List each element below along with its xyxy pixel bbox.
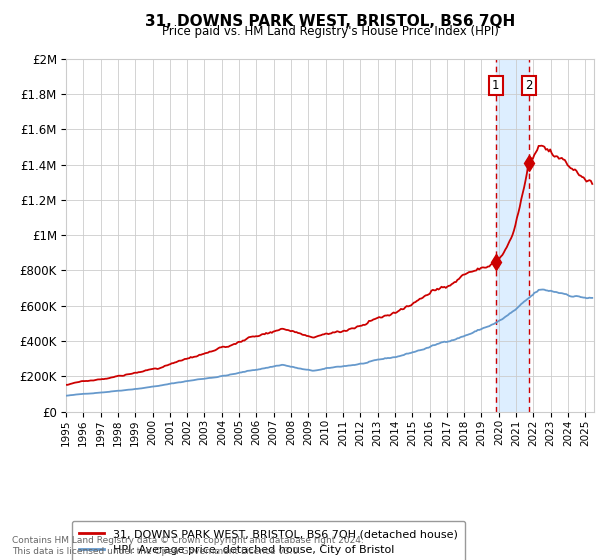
Bar [496,59,529,412]
Text: 31, DOWNS PARK WEST, BRISTOL, BS6 7QH: 31, DOWNS PARK WEST, BRISTOL, BS6 7QH [145,14,515,29]
Text: Contains HM Land Registry data © Crown copyright and database right 2024.
This d: Contains HM Land Registry data © Crown c… [12,536,364,556]
Text: 1: 1 [492,79,500,92]
Text: 2: 2 [526,79,533,92]
Text: Price paid vs. HM Land Registry's House Price Index (HPI): Price paid vs. HM Land Registry's House … [161,25,499,38]
Legend: 31, DOWNS PARK WEST, BRISTOL, BS6 7QH (detached house), HPI: Average price, deta: 31, DOWNS PARK WEST, BRISTOL, BS6 7QH (d… [71,521,466,560]
